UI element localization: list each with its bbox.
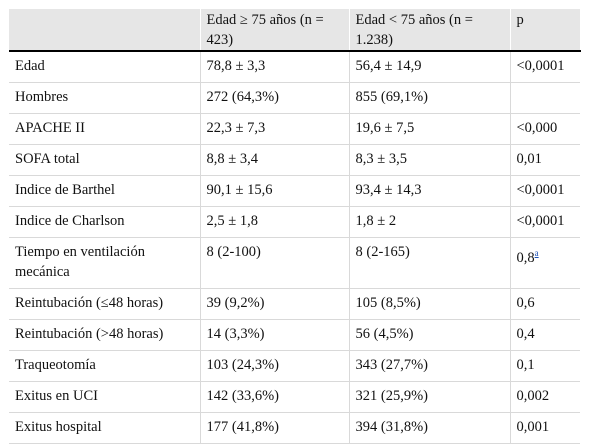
cell-age-under-75: 343 (27,7%) (349, 350, 511, 382)
cell-age-75-plus: 78,8 ± 3,3 (200, 51, 350, 83)
row-label: Reintubación (≤48 horas) (9, 288, 201, 320)
cell-p-value: 0,001 (510, 412, 580, 444)
cell-p-value: 0,4 (510, 319, 580, 351)
row-label: Exitus en UCI (9, 381, 201, 413)
row-label: Exitus hospital (9, 412, 201, 444)
table-row: Traqueotomía 103 (24,3%) 343 (27,7%) 0,1 (9, 350, 580, 382)
header-cell-age-under-75: Edad < 75 años (n = 1.238) (349, 9, 511, 52)
row-label: Hombres (9, 82, 201, 114)
cell-age-75-plus: 177 (41,8%) (200, 412, 350, 444)
row-label: Indice de Barthel (9, 175, 201, 207)
row-label: APACHE II (9, 113, 201, 145)
row-label: Reintubación (>48 horas) (9, 319, 201, 351)
table-row: Indice de Barthel 90,1 ± 15,6 93,4 ± 14,… (9, 175, 580, 207)
results-table: Edad ≥ 75 años (n = 423) Edad < 75 años … (9, 9, 581, 444)
cell-age-75-plus: 14 (3,3%) (200, 319, 350, 351)
table-header-row: Edad ≥ 75 años (n = 423) Edad < 75 años … (9, 9, 581, 52)
header-cell-p-value: p (510, 9, 581, 52)
cell-age-under-75: 1,8 ± 2 (349, 206, 511, 238)
cell-p-value: 0,8a (510, 237, 580, 289)
cell-p-value (510, 82, 580, 114)
row-label: Tiempo en ventilación mecánica (9, 237, 201, 289)
cell-age-75-plus: 2,5 ± 1,8 (200, 206, 350, 238)
table-row: Exitus hospital 177 (41,8%) 394 (31,8%) … (9, 412, 580, 444)
cell-age-75-plus: 142 (33,6%) (200, 381, 350, 413)
table-row: Tiempo en ventilación mecánica 8 (2-100)… (9, 237, 580, 289)
table-row: Exitus en UCI 142 (33,6%) 321 (25,9%) 0,… (9, 381, 580, 413)
cell-p-value: 0,002 (510, 381, 580, 413)
cell-age-75-plus: 39 (9,2%) (200, 288, 350, 320)
row-label: SOFA total (9, 144, 201, 176)
cell-age-under-75: 93,4 ± 14,3 (349, 175, 511, 207)
footnote-link[interactable]: a (534, 248, 539, 258)
cell-age-under-75: 56,4 ± 14,9 (349, 51, 511, 83)
cell-age-75-plus: 22,3 ± 7,3 (200, 113, 350, 145)
cell-p-value: <0,0001 (510, 51, 580, 83)
cell-p-value: <0,000 (510, 113, 580, 145)
row-label: Traqueotomía (9, 350, 201, 382)
cell-p-value: <0,0001 (510, 206, 580, 238)
table-row: SOFA total 8,8 ± 3,4 8,3 ± 3,5 0,01 (9, 144, 580, 176)
header-cell-variable (9, 9, 201, 52)
cell-age-under-75: 321 (25,9%) (349, 381, 511, 413)
cell-age-under-75: 394 (31,8%) (349, 412, 511, 444)
cell-age-under-75: 855 (69,1%) (349, 82, 511, 114)
cell-p-value: 0,6 (510, 288, 580, 320)
p-value-text: 0,8 (516, 249, 535, 266)
table-row: Indice de Charlson 2,5 ± 1,8 1,8 ± 2 <0,… (9, 206, 580, 238)
cell-age-under-75: 19,6 ± 7,5 (349, 113, 511, 145)
cell-p-value: 0,1 (510, 350, 580, 382)
table-row: Hombres 272 (64,3%) 855 (69,1%) (9, 82, 580, 114)
cell-age-under-75: 8,3 ± 3,5 (349, 144, 511, 176)
cell-age-75-plus: 90,1 ± 15,6 (200, 175, 350, 207)
cell-age-under-75: 105 (8,5%) (349, 288, 511, 320)
cell-age-75-plus: 103 (24,3%) (200, 350, 350, 382)
table-row: APACHE II 22,3 ± 7,3 19,6 ± 7,5 <0,000 (9, 113, 580, 145)
table-row: Reintubación (>48 horas) 14 (3,3%) 56 (4… (9, 319, 580, 351)
header-cell-age-75-plus: Edad ≥ 75 años (n = 423) (200, 9, 350, 52)
cell-age-under-75: 56 (4,5%) (349, 319, 511, 351)
cell-age-75-plus: 272 (64,3%) (200, 82, 350, 114)
cell-p-value: 0,01 (510, 144, 580, 176)
cell-age-75-plus: 8 (2-100) (200, 237, 350, 289)
cell-age-under-75: 8 (2-165) (349, 237, 511, 289)
cell-p-value: <0,0001 (510, 175, 580, 207)
row-label: Edad (9, 51, 201, 83)
results-table-container: Edad ≥ 75 años (n = 423) Edad < 75 años … (9, 9, 581, 444)
cell-age-75-plus: 8,8 ± 3,4 (200, 144, 350, 176)
table-row: Reintubación (≤48 horas) 39 (9,2%) 105 (… (9, 288, 580, 320)
table-row: Edad 78,8 ± 3,3 56,4 ± 14,9 <0,0001 (9, 51, 580, 83)
row-label: Indice de Charlson (9, 206, 201, 238)
